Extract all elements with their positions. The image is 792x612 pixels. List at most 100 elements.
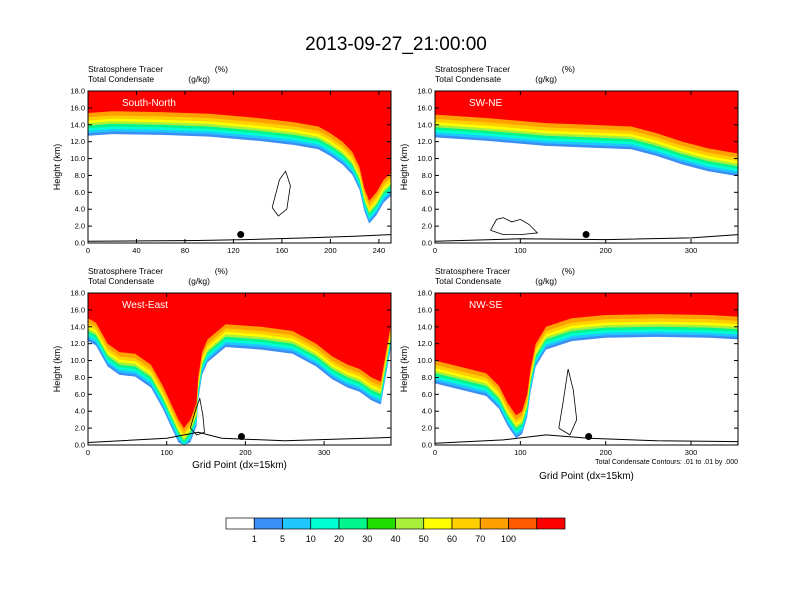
location-marker — [237, 231, 245, 239]
y-tick-label: 4.0 — [75, 205, 85, 214]
x-tick-label: 160 — [276, 246, 289, 255]
panel-name: SW-NE — [469, 98, 502, 109]
x-tick-label: 100 — [160, 448, 173, 457]
tracer-band-0 — [435, 91, 738, 154]
condensate-contour — [490, 217, 539, 235]
contour-note: Total Condensate Contours: .01 to .01 by… — [595, 459, 738, 466]
x-tick-label: 0 — [433, 448, 437, 457]
terrain-line — [88, 431, 391, 443]
x-tick-label: 300 — [685, 448, 698, 457]
y-tick-label: 6.0 — [75, 188, 85, 197]
colorbar-label: 10 — [306, 534, 316, 544]
colorbar-label: 30 — [362, 534, 372, 544]
colorbar-swatch — [536, 517, 566, 530]
y-tick-label: 2.0 — [75, 424, 85, 433]
panel-name: West-East — [122, 300, 168, 311]
y-tick-label: 18.0 — [417, 87, 432, 96]
y-tick-label: 0.0 — [422, 239, 432, 248]
y-tick-label: 10.0 — [417, 356, 432, 365]
header-unit-2: (g/kg) — [535, 74, 557, 84]
header-label-2: Total Condensate — [88, 276, 154, 286]
panel-nw-se: 0.0 2.0 4.0 6.0 8.0 10.0 12.0 14.0 16.0 18.0 0 100 2… — [399, 266, 739, 482]
y-tick-label: 16.0 — [417, 305, 432, 314]
y-axis-label: Height (km) — [52, 144, 62, 191]
y-tick-label: 10.0 — [70, 154, 85, 163]
x-tick-label: 120 — [227, 246, 240, 255]
colorbar-swatch — [338, 517, 368, 530]
y-tick-label: 12.0 — [417, 339, 432, 348]
location-marker — [582, 231, 590, 239]
y-tick-label: 8.0 — [75, 171, 85, 180]
y-tick-label: 2.0 — [75, 222, 85, 231]
panel-sw-ne: 0.0 2.0 4.0 6.0 8.0 10.0 12.0 14.0 16.0 18.0 0 100 2… — [399, 64, 739, 255]
y-tick-label: 14.0 — [70, 120, 85, 129]
y-tick-label: 14.0 — [70, 322, 85, 331]
tracer-band-0 — [435, 293, 738, 416]
y-tick-label: 16.0 — [70, 103, 85, 112]
x-tick-label: 100 — [514, 448, 527, 457]
y-tick-label: 10.0 — [70, 356, 85, 365]
y-tick-label: 6.0 — [422, 390, 432, 399]
panel-name: South-North — [122, 98, 176, 109]
x-tick-label: 0 — [86, 448, 90, 457]
y-tick-label: 12.0 — [70, 137, 85, 146]
y-tick-label: 16.0 — [70, 305, 85, 314]
x-tick-label: 300 — [318, 448, 331, 457]
header-unit-1: (%) — [215, 64, 228, 74]
y-tick-label: 2.0 — [422, 222, 432, 231]
colorbar-swatch — [395, 517, 425, 530]
condensate-contour — [558, 368, 578, 436]
colorbar-swatch — [451, 517, 481, 530]
terrain-line — [88, 234, 391, 242]
location-marker — [585, 433, 593, 441]
colorbar-label: 60 — [447, 534, 457, 544]
header-unit-1: (%) — [215, 266, 228, 276]
x-tick-label: 80 — [181, 246, 189, 255]
plot-frame — [434, 292, 739, 446]
y-tick-label: 18.0 — [70, 289, 85, 298]
colorbar-label: 40 — [390, 534, 400, 544]
y-tick-label: 8.0 — [422, 373, 432, 382]
colorbar-label: 70 — [475, 534, 485, 544]
y-tick-label: 6.0 — [422, 188, 432, 197]
plot-frame — [87, 292, 392, 446]
y-tick-label: 4.0 — [75, 407, 85, 416]
y-axis-label: Height (km) — [52, 346, 62, 393]
figure-title: 2013-09-27_21:00:00 — [305, 34, 487, 55]
y-tick-label: 8.0 — [422, 171, 432, 180]
y-tick-label: 14.0 — [417, 322, 432, 331]
y-tick-label: 12.0 — [70, 339, 85, 348]
x-axis-label: Grid Point (dx=15km) — [539, 471, 634, 482]
x-tick-label: 0 — [433, 246, 437, 255]
location-marker — [237, 433, 245, 441]
y-tick-label: 0.0 — [75, 441, 85, 450]
header-unit-2: (g/kg) — [188, 74, 210, 84]
panel-south-north: 0.0 2.0 4.0 6.0 8.0 10.0 12.0 14.0 16.0 18.0 0 40 80… — [52, 64, 392, 255]
x-tick-label: 200 — [239, 448, 252, 457]
x-tick-label: 40 — [132, 246, 140, 255]
header-label-2: Total Condensate — [435, 276, 501, 286]
header-unit-1: (%) — [562, 266, 575, 276]
header-label-1: Stratosphere Tracer — [435, 64, 510, 74]
x-tick-label: 240 — [373, 246, 386, 255]
tracer-band-0 — [88, 293, 391, 429]
terrain-line — [435, 434, 738, 444]
x-tick-label: 300 — [685, 246, 698, 255]
y-tick-label: 2.0 — [422, 424, 432, 433]
header-unit-1: (%) — [562, 64, 575, 74]
y-tick-label: 12.0 — [417, 137, 432, 146]
y-tick-label: 0.0 — [422, 441, 432, 450]
x-axis-label: Grid Point (dx=15km) — [192, 460, 287, 471]
plot-frame — [434, 90, 739, 244]
condensate-contour — [189, 397, 205, 436]
y-tick-label: 18.0 — [417, 289, 432, 298]
plot-area — [88, 293, 391, 445]
plot-area — [435, 293, 738, 445]
colorbar-label: 50 — [419, 534, 429, 544]
colorbar-swatch — [423, 517, 453, 530]
x-tick-label: 100 — [514, 246, 527, 255]
plot-area — [88, 91, 391, 243]
x-tick-label: 200 — [324, 246, 337, 255]
header-unit-2: (g/kg) — [188, 276, 210, 286]
